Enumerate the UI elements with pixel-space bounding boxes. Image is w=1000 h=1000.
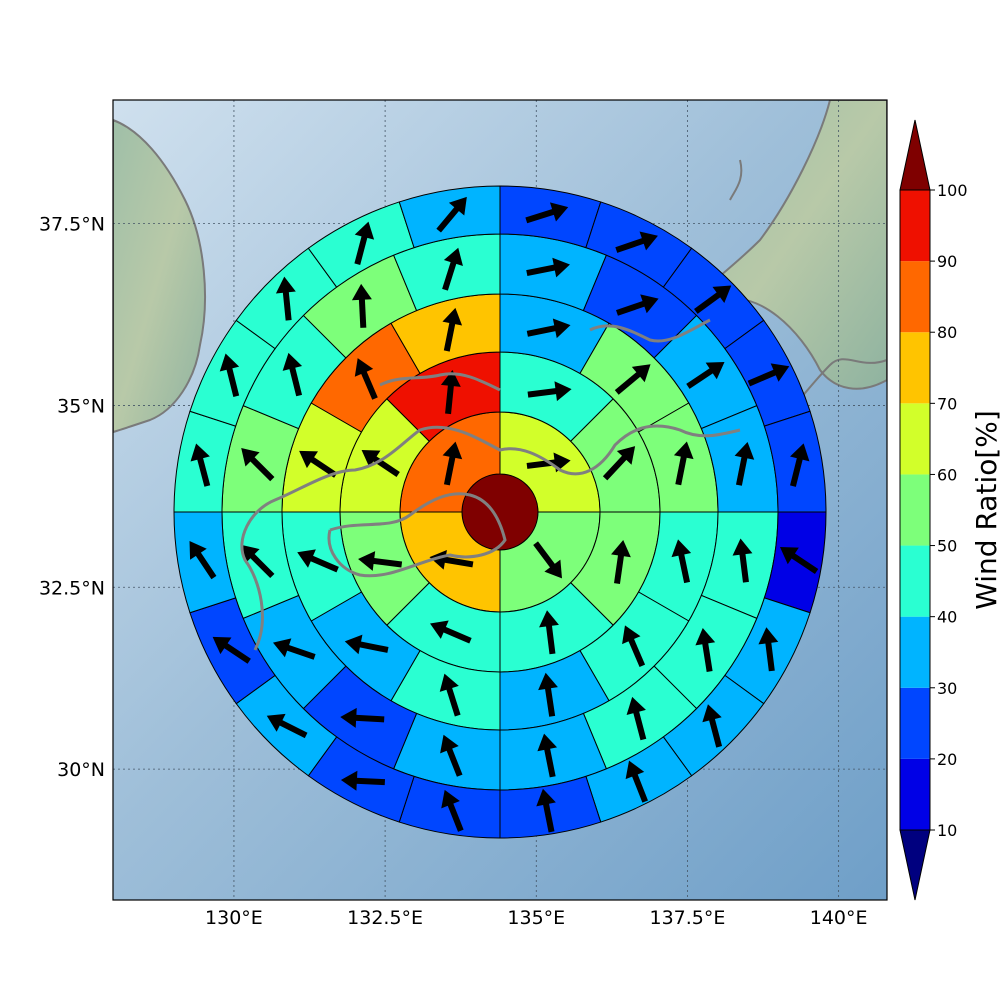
wind-arrow	[442, 247, 463, 291]
wind-arrow	[533, 541, 562, 579]
wind-arrow	[611, 539, 631, 584]
wind-arrow	[602, 446, 636, 481]
wind-arrow	[351, 283, 372, 328]
wind-arrow	[340, 707, 385, 728]
colorbar-bin	[900, 474, 930, 546]
wind-arrow	[539, 610, 559, 655]
wind-arrow	[440, 370, 461, 415]
colorbar-bin	[900, 190, 930, 262]
colorbar-tick-label: 30	[937, 679, 957, 698]
wind-arrow	[615, 294, 659, 316]
wind-arrow	[241, 448, 275, 482]
wind-arrow	[429, 549, 474, 570]
map-panel	[113, 100, 887, 900]
colorbar-bin	[900, 616, 930, 688]
colorbar-bin	[900, 261, 930, 333]
wind-arrow	[537, 733, 558, 778]
wind-arrow	[439, 673, 461, 717]
colorbar-label: Wind Ratio[%]	[970, 410, 1000, 610]
wind-arrow	[219, 353, 240, 397]
wind-arrow	[212, 636, 251, 664]
wind-arrow	[442, 441, 463, 486]
x-tick-label: 137.5°E	[650, 907, 726, 929]
coastline-overlay	[240, 318, 741, 651]
wind-arrow	[625, 760, 648, 803]
wind-arrow	[732, 538, 753, 583]
wind-arrow	[525, 202, 569, 224]
colorbar-bin	[900, 545, 930, 617]
wind-arrow	[538, 672, 558, 717]
wind-arrow	[440, 734, 463, 777]
colorbar-tick-label: 10	[937, 821, 957, 840]
korea-peninsula-land	[113, 118, 206, 434]
wind-arrow	[442, 307, 463, 352]
colorbar-tick-label: 100	[937, 181, 968, 200]
wind-arrow	[779, 547, 819, 574]
wind-arrow	[622, 625, 646, 668]
x-tick-label: 135°E	[507, 907, 565, 929]
wind-arrow	[671, 539, 692, 584]
y-tick-label: 30°N	[57, 759, 105, 781]
wind-arrow	[694, 285, 732, 314]
colorbar-tick-label: 50	[937, 537, 957, 556]
sector-layer	[173, 185, 827, 839]
colorbar: 10 20 30 40 50 60 70 80 90 100	[899, 119, 968, 901]
y-axis: 30°N 32.5°N 35°N 37.5°N	[39, 214, 105, 781]
wind-arrow	[275, 276, 296, 321]
wind-arrow	[536, 788, 556, 833]
wind-arrow	[358, 551, 403, 571]
wind-arrow	[673, 441, 694, 486]
colorbar-extend-top	[899, 119, 931, 191]
wind-arrow	[354, 358, 378, 400]
wind-arrow	[758, 627, 779, 672]
wind-arrow	[626, 696, 647, 741]
colorbar-tick-label: 70	[937, 394, 957, 413]
wind-arrow	[526, 318, 571, 339]
wind-arrow	[734, 442, 755, 486]
colorbar-bin	[900, 687, 930, 759]
wind-arrow	[266, 713, 308, 739]
colorbar-tick-label: 80	[937, 323, 957, 342]
wind-arrow	[297, 549, 339, 573]
wind-arrow	[686, 362, 725, 389]
wind-arrow	[299, 450, 338, 478]
wind-arrow	[340, 770, 386, 791]
colorbar-tick-label: 40	[937, 608, 957, 627]
wind-arrow	[272, 638, 316, 660]
wind-arrow	[527, 381, 572, 402]
wind-arrow	[189, 540, 217, 580]
wind-arrow	[441, 789, 464, 832]
wind-arrow	[361, 450, 400, 477]
wind-arrow	[354, 221, 375, 265]
wind-arrow	[695, 628, 716, 672]
wind-arrow	[526, 257, 570, 278]
wind-arrow	[702, 704, 723, 748]
map-frame	[112, 99, 888, 901]
wind-arrow	[436, 196, 467, 233]
colorbar-tick-label: 20	[937, 750, 957, 769]
colorbar-extend-bottom	[899, 829, 931, 901]
x-tick-label: 140°E	[810, 907, 868, 929]
wind-arrow	[430, 620, 472, 644]
y-tick-label: 32.5°N	[39, 577, 105, 599]
wind-arrow	[190, 443, 211, 487]
colorbar-bin	[900, 332, 930, 404]
wind-arrow	[282, 352, 303, 397]
x-tick-label: 130°E	[205, 907, 263, 929]
wind-arrow	[614, 364, 651, 395]
colorbar-bin	[900, 403, 930, 475]
y-tick-label: 35°N	[57, 395, 105, 417]
colorbar-tick-label: 60	[937, 465, 957, 484]
x-axis: 130°E 132.5°E 135°E 137.5°E 140°E	[205, 907, 867, 929]
colorbar-frame	[899, 189, 931, 831]
wind-arrow	[790, 443, 810, 487]
x-tick-label: 132.5°E	[347, 907, 423, 929]
colorbar-bin	[900, 758, 930, 830]
colorbar-tick-label: 90	[937, 252, 957, 271]
wind-arrow	[615, 231, 658, 253]
wind-arrow	[344, 634, 389, 655]
y-tick-label: 37.5°N	[39, 214, 105, 236]
wind-arrow	[747, 363, 790, 387]
